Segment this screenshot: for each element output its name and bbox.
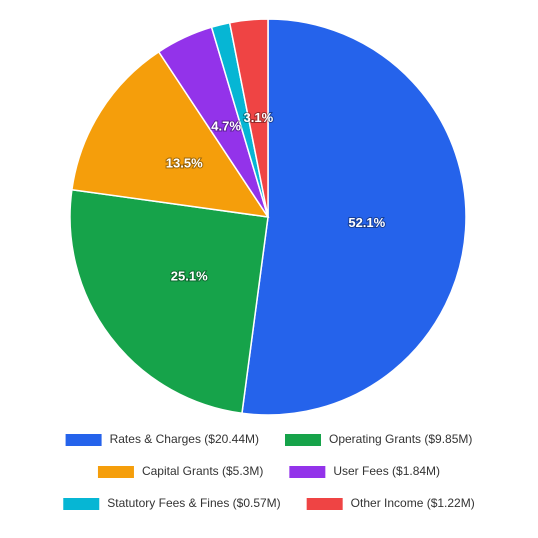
legend-swatch — [285, 434, 321, 446]
pie-slice — [71, 50, 270, 218]
legend-label: Rates & Charges ($20.44M) — [110, 432, 259, 446]
pie-slice — [69, 188, 269, 415]
legend-swatch — [65, 434, 102, 446]
slice-label: 52.1% — [348, 215, 385, 230]
slice-label: 13.5% — [166, 156, 203, 171]
legend-swatch — [306, 498, 343, 510]
legend-swatch — [289, 466, 326, 478]
pie-slice — [228, 18, 269, 218]
slice-label: 4.7% — [211, 119, 241, 134]
pie-slice — [241, 18, 467, 416]
legend-swatch — [63, 498, 100, 510]
slice-label: 25.1% — [171, 268, 208, 283]
slice-label: 3.1% — [244, 110, 274, 125]
legend-label: Statutory Fees & Fines ($0.57M) — [107, 496, 280, 510]
legend-label: Capital Grants ($5.3M) — [142, 464, 263, 478]
legend-label: Other Income ($1.22M) — [351, 496, 475, 510]
legend-label: User Fees ($1.84M) — [333, 464, 440, 478]
legend-label: Operating Grants ($9.85M) — [329, 432, 472, 446]
legend-swatch — [97, 466, 134, 478]
